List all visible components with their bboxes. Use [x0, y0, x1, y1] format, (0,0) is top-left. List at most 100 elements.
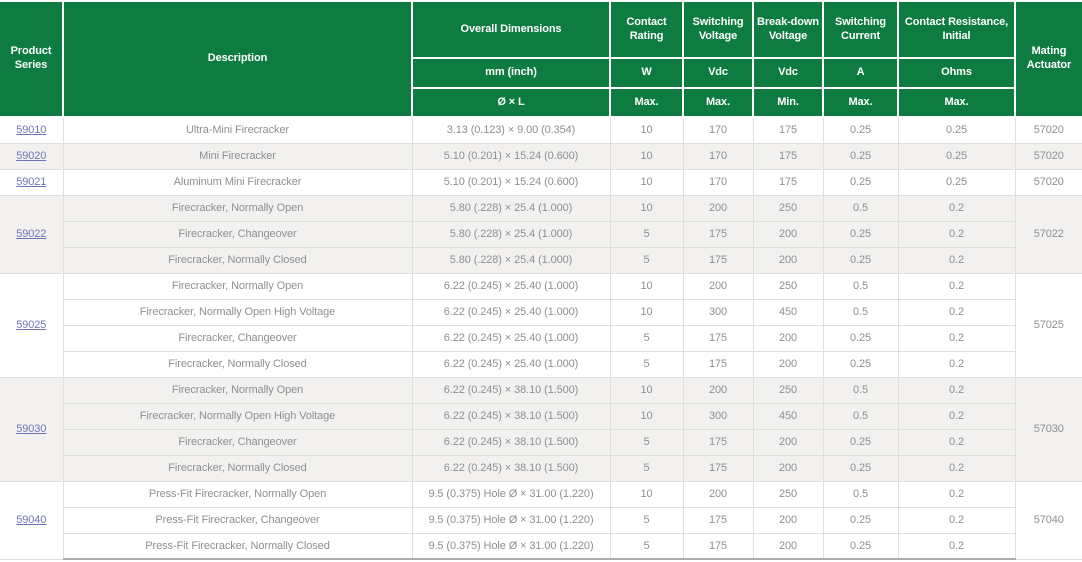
switching-voltage-cell: 175: [682, 220, 754, 248]
breakdown-voltage-cell: 250: [752, 272, 824, 300]
table-row: 59022 Firecracker, Normally Open 5.80 (.22…: [0, 194, 1082, 274]
dimensions-cell: 6.22 (0.245) × 38.10 (1.500): [411, 428, 611, 456]
breakdown-voltage-cell: 200: [752, 246, 824, 274]
dimensions-cell: 6.22 (0.245) × 25.40 (1.000): [411, 324, 611, 352]
contact-rating-cell: 5: [609, 220, 684, 248]
product-series-link[interactable]: 59020: [16, 150, 47, 162]
qualifier-contact-resistance: Max.: [897, 87, 1015, 118]
table-row: 59010 Ultra-Mini Firecracker 3.13 (0.123) …: [0, 116, 1082, 144]
switching-current-cell: 0.25: [822, 324, 899, 352]
contact-resistance-cell: 0.2: [897, 246, 1015, 274]
qualifier-switching-current: Max.: [822, 87, 899, 118]
breakdown-voltage-cell: 250: [752, 376, 824, 404]
switching-voltage-cell: 200: [682, 480, 754, 508]
qualifier-contact-rating: Max.: [609, 87, 684, 118]
switching-current-cell: 0.25: [822, 246, 899, 274]
table-row: Firecracker, Normally Closed 6.22 (0.245)…: [0, 454, 1082, 482]
contact-resistance-cell: 0.2: [897, 506, 1015, 534]
dimensions-cell: 9.5 (0.375) Hole Ø × 31.00 (1.220): [411, 506, 611, 534]
col-header-contact-rating: Contact Rating: [609, 2, 684, 59]
description-cell: Firecracker, Normally Open: [62, 194, 413, 222]
table-row: Firecracker, Normally Open High Voltage 6…: [0, 402, 1082, 430]
header-row-units: mm (inch) W Vdc Vdc A Ohms: [0, 57, 1082, 89]
table-row: 59020 Mini Firecracker 5.10 (0.201) × 15.2…: [0, 142, 1082, 170]
col-header-overall-dimensions: Overall Dimensions: [411, 2, 611, 59]
mating-actuator-cell: 57040: [1014, 480, 1082, 560]
table-row: 59025 Firecracker, Normally Open 6.22 (0.2…: [0, 272, 1082, 378]
product-series-link[interactable]: 59021: [16, 176, 47, 188]
contact-resistance-cell: 0.25: [897, 168, 1016, 196]
mating-actuator-cell: 57030: [1014, 376, 1082, 482]
col-header-contact-resistance: Contact Resistance, Initial: [897, 2, 1016, 59]
switching-current-cell: 0.5: [822, 194, 899, 222]
table-header: Product Series Description Overall Dimen…: [0, 2, 1082, 118]
breakdown-voltage-cell: 200: [752, 324, 824, 352]
contact-rating-cell: 5: [609, 246, 684, 274]
description-cell: Mini Firecracker: [62, 142, 413, 170]
breakdown-voltage-cell: 450: [752, 402, 824, 430]
table-row: Press-Fit Firecracker, Normally Closed 9.…: [0, 532, 1082, 560]
table-row: Firecracker, Normally Closed 5.80 (.228) …: [0, 246, 1082, 274]
col-header-product-series: Product Series: [0, 2, 64, 118]
description-cell: Firecracker, Normally Closed: [63, 350, 413, 378]
contact-resistance-cell: 0.25: [897, 116, 1016, 144]
contact-rating-cell: 5: [609, 532, 684, 560]
dimensions-cell: 6.22 (0.245) × 38.10 (1.500): [411, 376, 611, 404]
table-row: Press-Fit Firecracker, Changeover 9.5 (0.…: [0, 506, 1082, 534]
product-series-cell: 59030: [0, 376, 64, 482]
breakdown-voltage-cell: 200: [752, 454, 824, 482]
dimensions-cell: 5.10 (0.201) × 15.24 (0.600): [411, 168, 611, 196]
product-series-cell: 59022: [0, 194, 64, 274]
dimensions-cell: 5.80 (.228) × 25.4 (1.000): [411, 220, 611, 248]
contact-resistance-cell: 0.2: [897, 480, 1016, 508]
qualifier-breakdown-voltage: Min.: [752, 87, 824, 118]
contact-rating-cell: 10: [609, 142, 684, 170]
contact-rating-cell: 10: [609, 272, 684, 300]
dimensions-cell: 6.22 (0.245) × 25.40 (1.000): [411, 298, 611, 326]
qualifier-switching-voltage: Max.: [682, 87, 754, 118]
dimensions-cell: 3.13 (0.123) × 9.00 (0.354): [411, 116, 611, 144]
contact-resistance-cell: 0.2: [897, 324, 1015, 352]
description-cell: Press-Fit Firecracker, Changeover: [63, 506, 413, 534]
product-series-link[interactable]: 59040: [16, 514, 47, 526]
switching-current-cell: 0.25: [822, 350, 899, 378]
qualifier-dimensions: Ø × L: [412, 87, 611, 118]
dimensions-cell: 6.22 (0.245) × 25.40 (1.000): [411, 272, 611, 300]
table-row: Firecracker, Normally Closed 6.22 (0.245)…: [0, 350, 1082, 378]
table-body: 59010 Ultra-Mini Firecracker 3.13 (0.123) …: [0, 116, 1082, 560]
product-series-link[interactable]: 59030: [16, 423, 47, 435]
product-series-link[interactable]: 59022: [16, 228, 47, 240]
contact-resistance-cell: 0.2: [897, 272, 1016, 300]
mating-actuator-cell: 57022: [1014, 194, 1082, 274]
switching-voltage-cell: 175: [682, 428, 754, 456]
switching-current-cell: 0.5: [822, 298, 899, 326]
switching-voltage-cell: 300: [682, 298, 754, 326]
product-series-cell: 59040: [0, 480, 64, 560]
product-series-cell: 59021: [0, 168, 64, 196]
description-cell: Ultra-Mini Firecracker: [62, 116, 413, 144]
contact-resistance-cell: 0.2: [897, 428, 1015, 456]
switching-voltage-cell: 175: [682, 350, 754, 378]
product-series-cell: 59025: [0, 272, 64, 378]
contact-resistance-cell: 0.2: [897, 376, 1016, 404]
product-series-link[interactable]: 59010: [16, 124, 47, 137]
header-row-qualifiers: Ø × L Max. Max. Min. Max. Max.: [0, 87, 1082, 118]
description-cell: Firecracker, Normally Closed: [63, 246, 413, 274]
breakdown-voltage-cell: 200: [752, 220, 824, 248]
mating-actuator-cell: 57020: [1014, 116, 1082, 144]
description-cell: Firecracker, Changeover: [63, 220, 413, 248]
unit-contact-rating: W: [609, 57, 684, 89]
switching-current-cell: 0.25: [822, 454, 899, 482]
product-series-link[interactable]: 59025: [16, 319, 47, 331]
contact-rating-cell: 10: [609, 168, 684, 196]
switching-voltage-cell: 175: [682, 454, 754, 482]
switching-voltage-cell: 200: [682, 272, 754, 300]
contact-resistance-cell: 0.2: [897, 402, 1015, 430]
switching-voltage-cell: 175: [682, 532, 754, 560]
description-cell: Aluminum Mini Firecracker: [62, 168, 413, 196]
description-cell: Firecracker, Normally Open High Voltage: [63, 298, 413, 326]
dimensions-cell: 5.80 (.228) × 25.4 (1.000): [411, 194, 611, 222]
breakdown-voltage-cell: 250: [752, 480, 824, 508]
contact-rating-cell: 5: [609, 324, 684, 352]
